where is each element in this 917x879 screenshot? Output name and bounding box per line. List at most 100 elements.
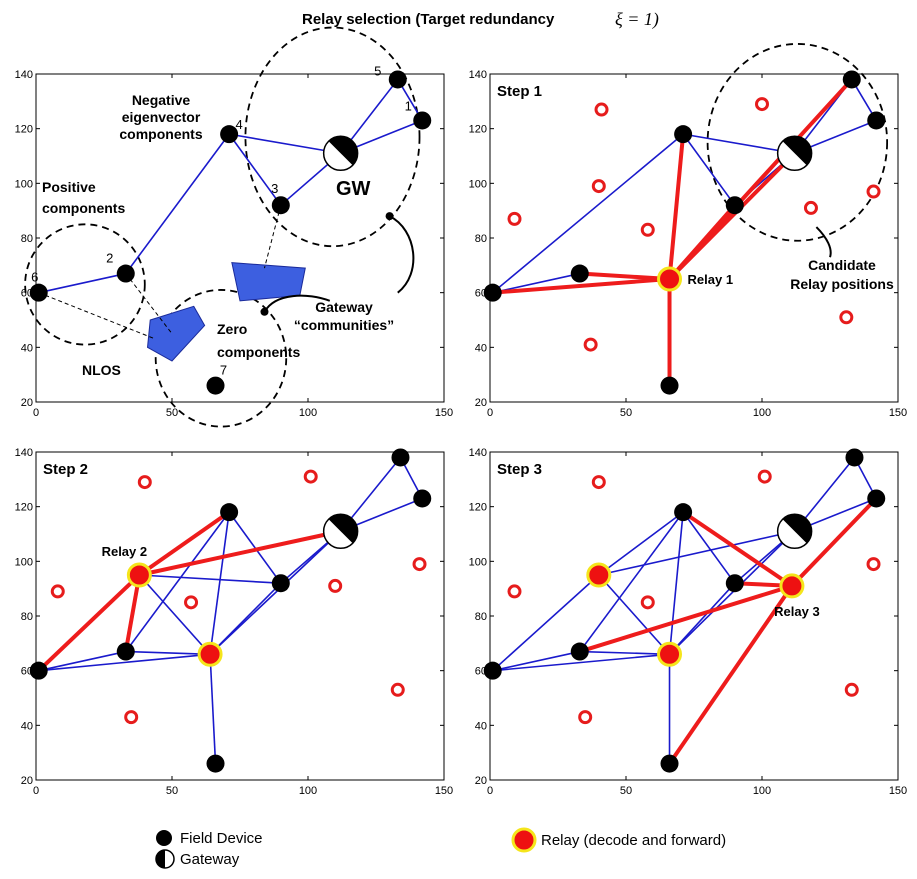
candidate-relay-position (583, 337, 598, 352)
node-id-label: 1 (405, 98, 412, 113)
y-tick-label: 60 (475, 666, 487, 678)
relay-node (657, 641, 683, 667)
field-device-node (220, 125, 239, 144)
wireless-link (138, 574, 211, 655)
legend: Field Device Gateway Relay (decode and f… (155, 827, 726, 869)
candidate-relay-position (507, 211, 522, 226)
x-tick-label: 100 (753, 407, 771, 419)
field-device-node (413, 111, 432, 130)
nlos-label: NLOS (82, 362, 121, 378)
y-tick-label: 140 (15, 69, 33, 81)
wireless-link (579, 650, 670, 656)
x-tick-label: 100 (753, 785, 771, 797)
gateway-node-half (782, 136, 812, 166)
x-tick-label: 100 (299, 407, 317, 419)
candidate-relay-position (328, 578, 343, 593)
candidate-relay-position (591, 179, 606, 194)
figure-title: Relay selection (Target redundancy ξ = 1… (302, 9, 659, 30)
relay-link (667, 584, 794, 765)
candidate-relay-position (757, 469, 772, 484)
topology-panel: 0 50 100 150 20 40 60 80 100 120 140 1 2 3 4 5 6 7 Negativ… (15, 26, 453, 428)
field-device-node (29, 661, 48, 680)
candidate-relay-position (591, 475, 606, 490)
positive-components-label: components (42, 200, 125, 216)
y-tick-label: 100 (15, 178, 33, 190)
wireless-link (598, 511, 684, 576)
y-tick-label: 100 (469, 178, 487, 190)
y-tick-label: 20 (475, 775, 487, 787)
candidate-region (706, 43, 889, 242)
y-tick-label: 140 (469, 69, 487, 81)
y-tick-label: 60 (21, 666, 33, 678)
relay-label: Relay 1 (688, 272, 734, 287)
legend-relay: Relay (decode and forward) (541, 832, 726, 849)
step2-panel: 0 50 100 150 20 40 60 80 100 120 140 Relay 2 Step 2 (15, 447, 454, 797)
x-tick-label: 0 (487, 785, 493, 797)
field-device-node (725, 574, 744, 593)
y-tick-label: 60 (21, 288, 33, 300)
node-id-label: 7 (220, 363, 227, 378)
community-pointer-curve (263, 294, 331, 313)
plot-frame (489, 73, 899, 403)
gateway-communities-label: Gateway (315, 299, 373, 315)
wireless-link (492, 653, 670, 672)
field-device-node (660, 376, 679, 395)
y-tick-label: 120 (15, 502, 33, 514)
field-device-node (388, 70, 407, 89)
x-tick-label: 50 (620, 407, 632, 419)
x-tick-label: 150 (889, 785, 907, 797)
gateway-node-half (328, 136, 358, 166)
node-id-label: 6 (31, 270, 38, 285)
y-tick-label: 40 (475, 720, 487, 732)
positive-components-label: Positive (42, 179, 96, 195)
negative-components-label: components (119, 126, 202, 142)
wireless-link (598, 530, 795, 576)
x-tick-label: 0 (33, 407, 39, 419)
candidate-positions-label: Relay positions (790, 276, 894, 292)
field-device-node (206, 376, 225, 395)
wireless-link (209, 512, 230, 655)
wireless-link (228, 511, 282, 584)
y-tick-label: 20 (475, 397, 487, 409)
plot-frame (35, 73, 445, 403)
field-device-node (674, 503, 693, 522)
relay-node (657, 266, 683, 292)
negative-components-label: Negative (132, 92, 191, 108)
legend-field-device: Field Device (180, 830, 263, 847)
y-tick-label: 40 (475, 342, 487, 354)
y-tick-label: 120 (469, 502, 487, 514)
y-tick-label: 100 (469, 556, 487, 568)
y-tick-label: 40 (21, 342, 33, 354)
candidate-relay-position (507, 584, 522, 599)
legend-gateway: Gateway (180, 851, 240, 868)
gw-label: GW (336, 178, 371, 200)
candidate-relay-position (755, 97, 769, 112)
community-pointer-curve (389, 215, 415, 294)
y-tick-label: 100 (15, 556, 33, 568)
wireless-link (228, 133, 282, 206)
y-tick-label: 120 (469, 124, 487, 136)
field-device-node (570, 264, 589, 283)
field-device-legend-icon (156, 830, 172, 846)
field-device-node (570, 642, 589, 661)
step1-panel: 0 50 100 150 20 40 60 80 100 120 140 Candidate Relay… (469, 43, 907, 419)
figure-title-text: Relay selection (Target redundancy (302, 11, 555, 28)
x-tick-label: 150 (435, 785, 453, 797)
field-device-node (391, 448, 410, 467)
y-tick-label: 60 (475, 288, 487, 300)
zero-components-label: components (217, 344, 300, 360)
relay-label: Relay 2 (102, 544, 148, 559)
relay-link (138, 529, 342, 577)
candidate-relay-position (137, 475, 152, 490)
candidate-relay-position (412, 557, 427, 572)
y-tick-label: 40 (21, 720, 33, 732)
relay-link (138, 510, 231, 577)
gateway-legend-icon (155, 849, 175, 869)
candidate-pointer (815, 226, 832, 258)
wireless-link (598, 574, 671, 655)
field-device-node (660, 754, 679, 773)
candidate-relay-position (866, 557, 881, 572)
field-device-node (867, 489, 886, 508)
wireless-link (668, 582, 736, 655)
